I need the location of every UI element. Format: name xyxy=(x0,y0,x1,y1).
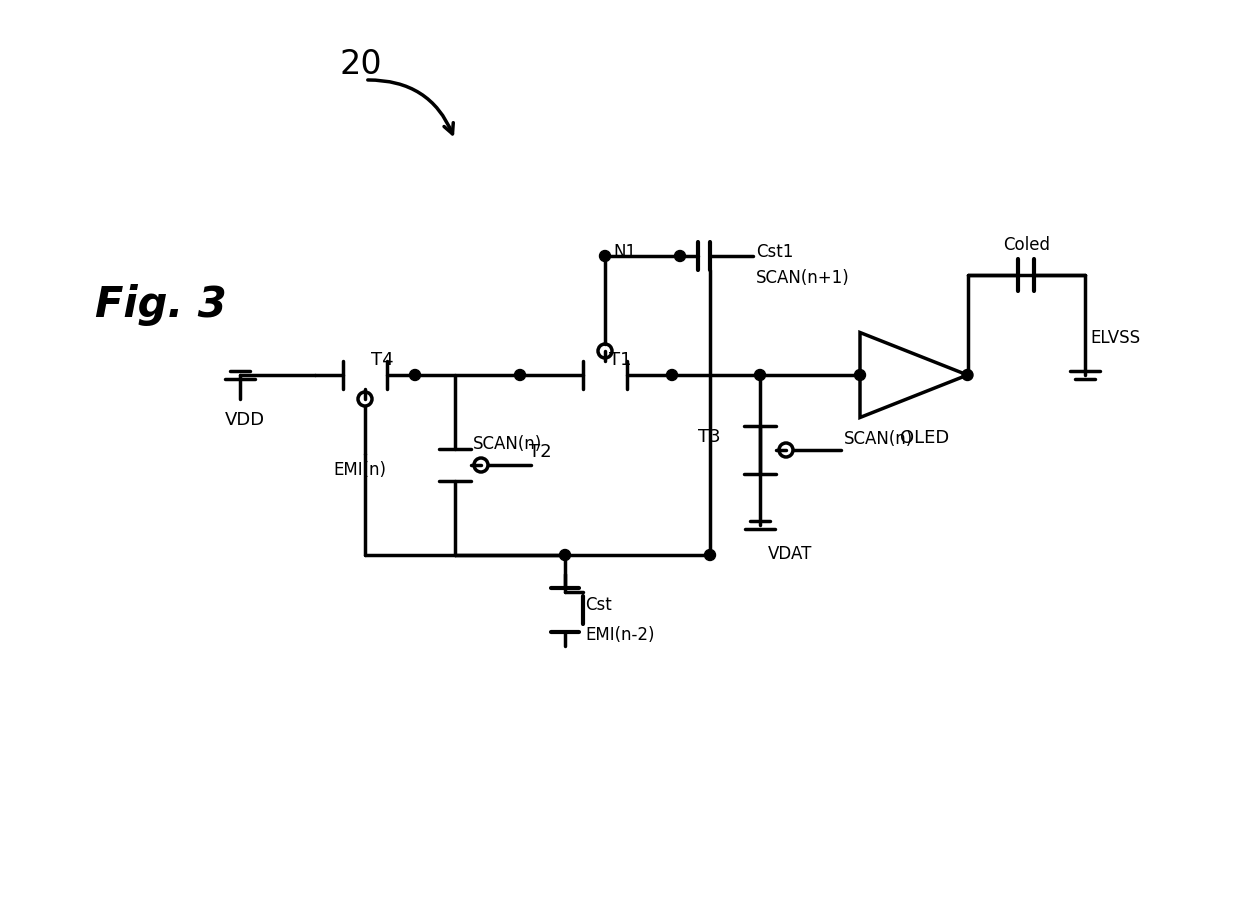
Text: Cst: Cst xyxy=(585,596,612,614)
Text: ELVSS: ELVSS xyxy=(1090,329,1140,347)
Text: Coled: Coled xyxy=(1002,236,1049,254)
Text: VDAT: VDAT xyxy=(768,545,813,563)
Text: T2: T2 xyxy=(529,443,551,461)
Text: OLED: OLED xyxy=(901,430,949,447)
Text: SCAN(n+1): SCAN(n+1) xyxy=(756,269,850,287)
Text: T4: T4 xyxy=(370,351,394,369)
Text: VDD: VDD xyxy=(225,411,265,429)
Text: 20: 20 xyxy=(339,49,383,81)
Circle shape xyxy=(755,369,766,380)
Text: SCAN(n): SCAN(n) xyxy=(473,435,543,453)
Text: Fig. 3: Fig. 3 xyxy=(95,284,227,326)
Text: SCAN(n): SCAN(n) xyxy=(844,430,913,448)
Text: N1: N1 xyxy=(613,243,636,261)
Circle shape xyxy=(855,369,866,380)
Circle shape xyxy=(674,251,685,262)
Text: Cst1: Cst1 xyxy=(756,243,793,261)
Text: EMI(n-2): EMI(n-2) xyxy=(585,626,654,644)
Circle shape xyxy=(705,549,715,560)
Text: T3: T3 xyxy=(698,428,721,446)
Text: T1: T1 xyxy=(610,351,632,369)
Circle shape xyxy=(667,369,678,380)
FancyArrowPatch shape xyxy=(368,80,453,134)
Circle shape xyxy=(560,549,570,560)
Circle shape xyxy=(410,369,420,380)
Circle shape xyxy=(961,369,973,380)
Circle shape xyxy=(514,369,525,380)
Text: EMI(n): EMI(n) xyxy=(333,461,387,479)
Circle shape xyxy=(600,251,611,262)
